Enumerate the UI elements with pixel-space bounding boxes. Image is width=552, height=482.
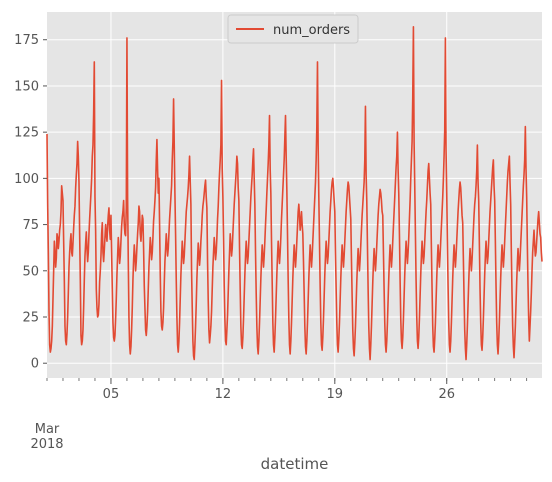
y-tick-label: 25	[22, 311, 39, 326]
legend: num_orders	[227, 14, 359, 44]
x-tick-label: 12	[215, 387, 232, 402]
y-tick-label: 0	[31, 357, 39, 372]
series-line	[46, 25, 543, 361]
y-tick-label: 50	[22, 264, 39, 279]
y-axis: 0 25 50 75 100 125 150 175	[14, 33, 47, 372]
x-tick-label: 05	[103, 387, 120, 402]
x-tick-label: 19	[327, 387, 344, 402]
y-tick-label: 150	[14, 79, 39, 94]
x-year-label: 2018	[30, 437, 63, 452]
y-tick-label: 175	[14, 33, 39, 48]
y-tick-label: 125	[14, 126, 39, 141]
y-tick-label: 100	[14, 172, 39, 187]
x-month-label: Mar	[35, 422, 60, 437]
legend-label: num_orders	[273, 23, 350, 38]
legend-box	[227, 14, 359, 44]
x-axis: 05 12 19 26	[46, 378, 528, 402]
x-tick-label: 26	[438, 387, 455, 402]
series-layer	[46, 25, 543, 361]
x-axis-label: datetime	[261, 455, 329, 473]
y-tick-label: 75	[22, 218, 39, 233]
